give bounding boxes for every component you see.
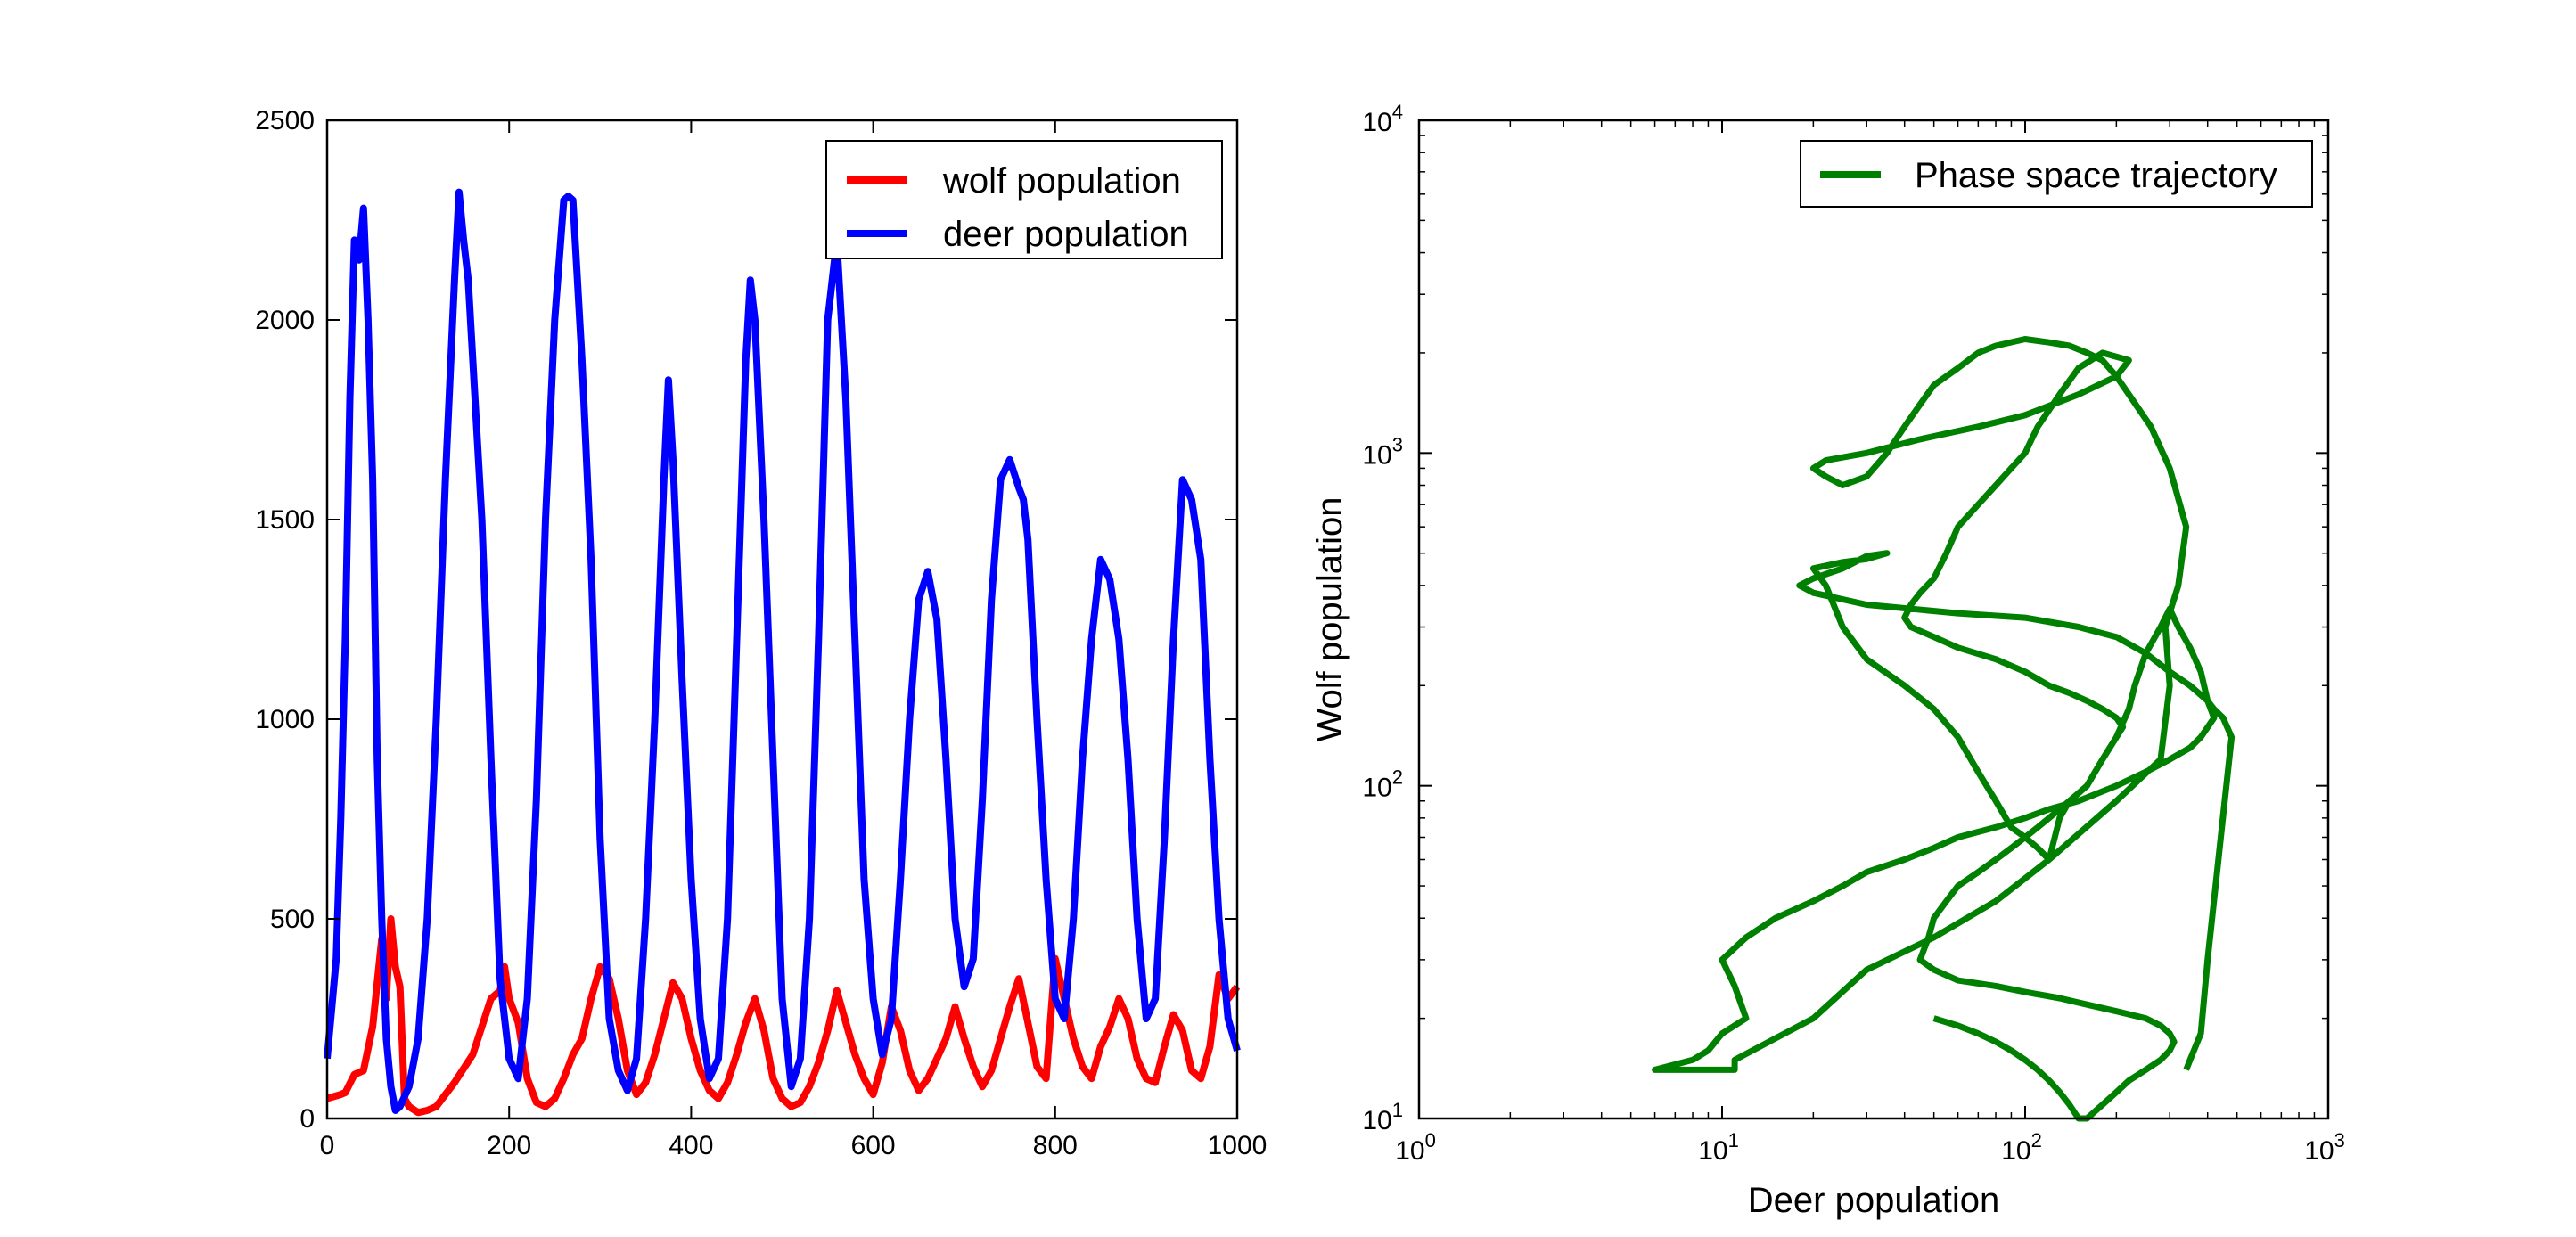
y-tick-label: 1500 bbox=[255, 505, 315, 535]
plot-frame bbox=[1417, 119, 2330, 1120]
y-tick-label-exponent: 1 bbox=[1392, 1099, 1403, 1121]
plot-frame bbox=[325, 119, 1239, 1120]
y-tick-label: 2500 bbox=[255, 106, 315, 135]
x-tick-label-exponent: 3 bbox=[2334, 1129, 2345, 1151]
x-tick-label-exponent: 1 bbox=[1728, 1129, 1739, 1151]
y-tick-label-exponent: 3 bbox=[1392, 433, 1403, 455]
y-tick-label: 101 bbox=[1362, 1099, 1403, 1135]
x-tick-label: 102 bbox=[2001, 1129, 2042, 1166]
y-tick-label-base: 10 bbox=[1362, 774, 1391, 803]
x-tick-label: 1000 bbox=[1208, 1131, 1267, 1160]
y-tick-label: 104 bbox=[1362, 101, 1403, 137]
time-series-chart: 0 200 400 600 800 1000 0 500 1000 1500 2000 2500 wol… bbox=[255, 106, 1267, 1160]
legend-box bbox=[825, 140, 1223, 259]
legend-label: deer population bbox=[943, 215, 1189, 254]
x-tick-label: 200 bbox=[487, 1131, 531, 1160]
y-tick-label: 0 bbox=[299, 1104, 315, 1134]
y-tick-label: 2000 bbox=[255, 306, 315, 335]
legend-box bbox=[1800, 140, 2313, 208]
legend-label: wolf population bbox=[942, 161, 1181, 201]
trajectory-line-0 bbox=[1652, 336, 2236, 1122]
x-tick-label: 600 bbox=[851, 1131, 896, 1160]
x-tick-label-base: 10 bbox=[1698, 1136, 1727, 1166]
y-tick-label-base: 10 bbox=[1362, 1106, 1391, 1135]
y-tick-label: 102 bbox=[1362, 766, 1403, 803]
x-tick-label-base: 10 bbox=[2304, 1136, 2334, 1166]
x-tick-label-base: 10 bbox=[2001, 1136, 2030, 1166]
series-line-1 bbox=[324, 188, 1241, 1114]
y-tick-label-exponent: 4 bbox=[1392, 101, 1403, 123]
y-tick-label-base: 10 bbox=[1362, 440, 1391, 470]
x-tick-label: 0 bbox=[320, 1131, 335, 1160]
y-axis-label: Wolf population bbox=[1310, 497, 1350, 742]
x-axis-label: Deer population bbox=[1748, 1181, 1999, 1220]
x-tick-label-exponent: 0 bbox=[1425, 1129, 1436, 1151]
x-tick-label-exponent: 2 bbox=[2031, 1129, 2042, 1151]
y-tick-label-base: 10 bbox=[1362, 108, 1391, 137]
series-line-0 bbox=[325, 915, 1241, 1117]
legend: wolf population deer population bbox=[825, 140, 1223, 259]
x-tick-label: 100 bbox=[1395, 1129, 1436, 1166]
legend-label: Phase space trajectory bbox=[1915, 156, 2277, 195]
x-tick-label-base: 10 bbox=[1395, 1136, 1424, 1166]
legend: Phase space trajectory bbox=[1800, 140, 2313, 208]
y-tick-label: 500 bbox=[270, 905, 315, 934]
y-tick-label: 103 bbox=[1362, 433, 1403, 470]
x-tick-label: 101 bbox=[1698, 1129, 1739, 1166]
y-tick-label-exponent: 2 bbox=[1392, 766, 1403, 789]
x-tick-label: 800 bbox=[1033, 1131, 1078, 1160]
x-tick-label: 400 bbox=[669, 1131, 713, 1160]
y-tick-label: 1000 bbox=[255, 705, 315, 734]
x-tick-label: 103 bbox=[2304, 1129, 2345, 1166]
